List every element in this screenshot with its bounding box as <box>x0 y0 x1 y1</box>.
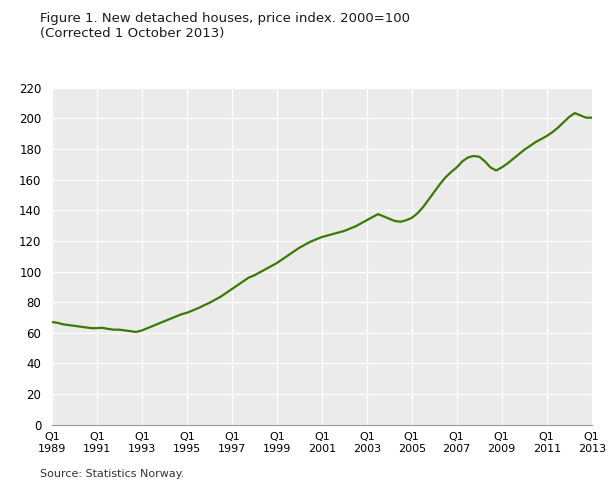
Text: Figure 1. New detached houses, price index. 2000=100
(Corrected 1 October 2013): Figure 1. New detached houses, price ind… <box>40 12 410 40</box>
Text: Source: Statistics Norway.: Source: Statistics Norway. <box>40 469 184 479</box>
